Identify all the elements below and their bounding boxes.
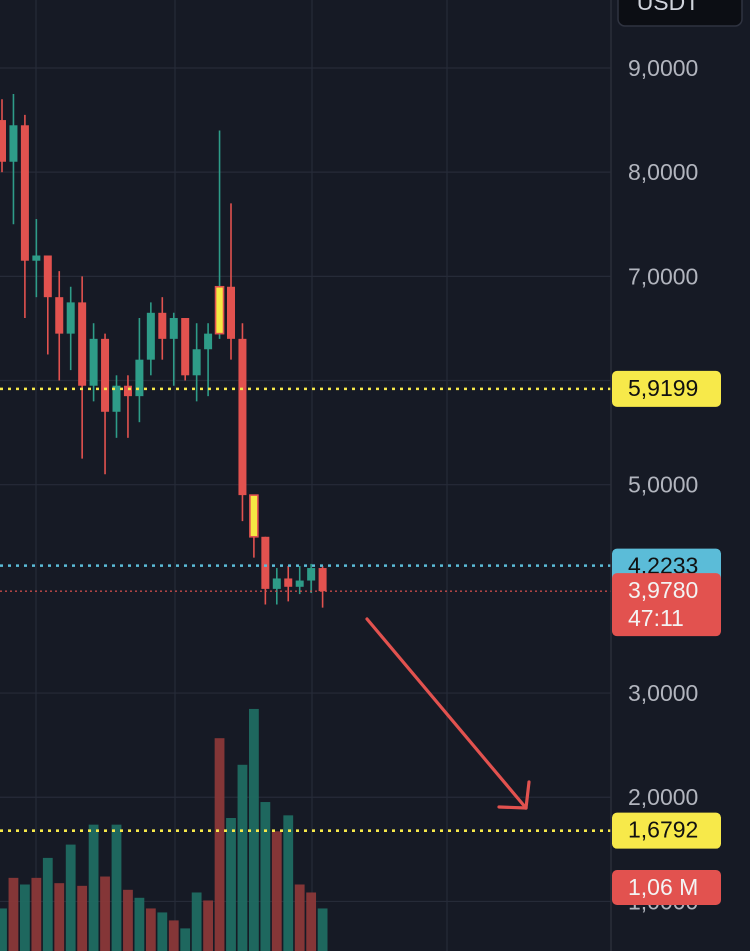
candle-body (227, 286, 235, 339)
volume-bar (134, 897, 145, 951)
candle-body (146, 312, 155, 360)
price-axis-tick-label: 2,0000 (628, 784, 698, 810)
volume-bar (294, 884, 305, 951)
candle-body (101, 338, 110, 412)
candle-body (135, 359, 144, 397)
price-line-badge-bg (612, 812, 721, 849)
price-axis-tick-label: 3,0000 (628, 680, 698, 706)
trend-arrow-shaft (365, 617, 528, 810)
price-lines (0, 387, 611, 832)
candle-body (284, 578, 293, 587)
last-price-badge-bg (612, 573, 721, 637)
candle-body (181, 318, 190, 376)
candle-body (238, 338, 247, 496)
price-axis[interactable]: 9,00008,00007,00006,00005,00003,00002,00… (610, 0, 750, 951)
candle-body (204, 333, 213, 350)
volume-bar (54, 883, 65, 951)
volume-bar (20, 884, 30, 951)
candle-body (112, 385, 121, 412)
volume-bar (283, 815, 294, 951)
volume-bar (42, 857, 53, 951)
candle-body (78, 302, 87, 386)
volume-bar (214, 738, 225, 951)
volume-bar (8, 877, 19, 951)
trend-arrow-head-lower (497, 805, 528, 810)
price-axis-tick-label: 9,0000 (628, 55, 698, 81)
quote-currency-badge[interactable]: USDT (617, 0, 743, 27)
candle-body (318, 568, 327, 592)
volume-bar (31, 877, 42, 951)
volume-bar (145, 908, 156, 951)
candle-body (192, 349, 201, 376)
candle-body (214, 285, 225, 335)
volume-bar (237, 764, 248, 951)
price-axis-tick-label: 8,0000 (628, 159, 698, 185)
price-axis-tick-label: 5,0000 (628, 472, 698, 498)
price-line-badge-bg (612, 370, 721, 407)
volume-bar (123, 889, 133, 951)
volume-bar (317, 908, 328, 951)
volume-bar (168, 920, 179, 951)
price-axis-ticks: 9,00008,00007,00006,00005,00003,00002,00… (628, 55, 698, 914)
candle-body (169, 318, 178, 339)
price-line-badge-label: 5,9199 (628, 375, 698, 401)
quote-currency-label: USDT (637, 0, 700, 15)
candle-body (89, 338, 98, 386)
volume-badge-label: 1,06 M (628, 874, 698, 900)
candle-body (123, 385, 132, 397)
candle-body (249, 494, 259, 538)
price-axis-tick-label: 7,0000 (628, 263, 698, 289)
candle-body (295, 580, 304, 587)
volume-bar (271, 831, 282, 951)
volume-bar (0, 908, 7, 951)
volume-bar (111, 824, 122, 951)
candle-body (9, 125, 18, 162)
volume-bar (77, 885, 88, 951)
volume-bar (88, 824, 99, 951)
quote-currency-badge-bg (617, 0, 743, 27)
candle-body (272, 578, 281, 589)
volume-bar (203, 900, 213, 951)
volume-bar (191, 892, 202, 951)
volume-bar (306, 892, 317, 951)
candle-body (261, 536, 270, 589)
volume-bar (226, 818, 236, 951)
last-price-badge-label: 47:11 (628, 605, 684, 631)
volume-bars (0, 708, 328, 951)
volume-bar (65, 844, 76, 951)
candle-body (0, 120, 6, 162)
candle-body (158, 312, 167, 339)
volume-badge-bg (612, 870, 721, 905)
candle-body (307, 568, 316, 581)
volume-bar (249, 708, 259, 951)
trend-arrow (365, 617, 531, 810)
trend-arrow-head-upper (524, 780, 531, 810)
volume-bar (100, 876, 110, 951)
candle-body (66, 302, 75, 334)
last-price-badge-label: 3,9780 (628, 577, 698, 603)
candle-body (32, 255, 41, 261)
volume-bar (260, 802, 271, 951)
volume-bar (180, 928, 191, 951)
candle-body (55, 297, 64, 334)
price-line-badge-label: 1,6792 (628, 817, 698, 843)
volume-bar (157, 912, 168, 951)
candlesticks (0, 94, 327, 608)
price-axis-background (611, 0, 750, 951)
candle-body (43, 255, 52, 298)
candle-body (20, 125, 29, 261)
